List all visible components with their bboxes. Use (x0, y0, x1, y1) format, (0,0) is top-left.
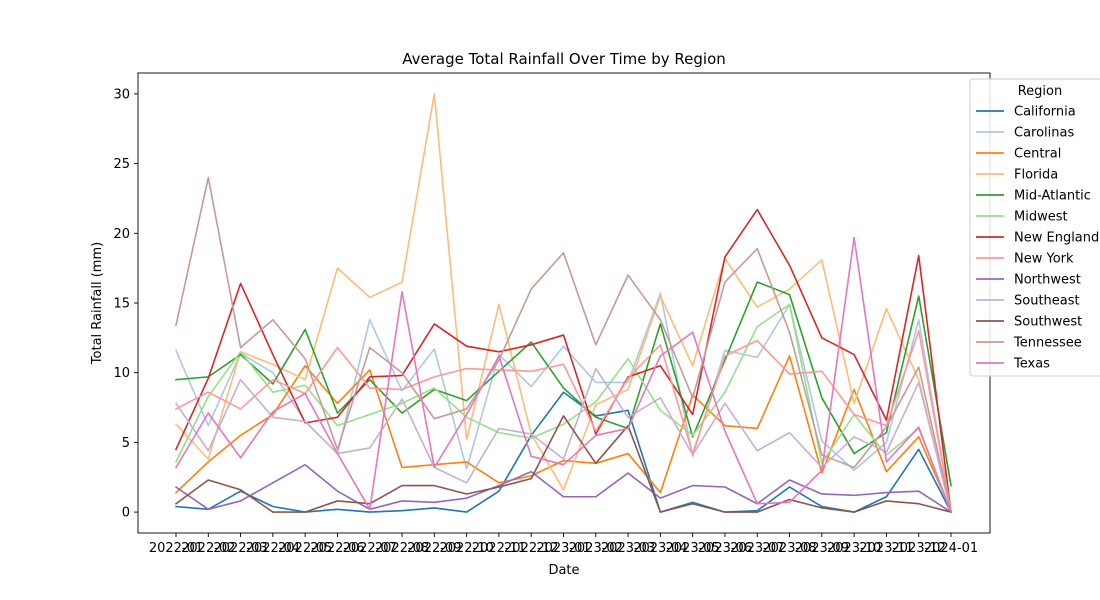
x-tick-label: 2023-06 (698, 541, 752, 556)
x-tick-label: 2022-10 (439, 541, 493, 556)
series-line-new-england (174, 208, 952, 513)
series-line-central (174, 355, 953, 512)
legend-frame (969, 78, 1100, 377)
x-tick-label: 2023-11 (859, 541, 913, 556)
legend-label: Florida (1014, 168, 1058, 183)
x-tick-label: 2023-09 (795, 541, 849, 556)
x-tick-label: 2022-09 (407, 541, 461, 556)
x-tick-label: 2023-02 (569, 541, 623, 556)
x-tick-label: 2022-08 (375, 541, 429, 556)
y-tick-label: 20 (113, 227, 130, 242)
x-tick-label: 2022-01 (149, 541, 203, 556)
x-tick-label: 2024-01 (924, 541, 978, 556)
legend-title: Region (1018, 84, 1063, 99)
series-line-mid-atlantic (175, 281, 952, 487)
legend-label: Northwest (1014, 273, 1081, 288)
x-tick-label: 2023-04 (633, 541, 687, 556)
y-tick-label: 15 (113, 297, 130, 312)
legend-label: Tennessee (1013, 336, 1082, 351)
legend-label: New York (1014, 252, 1074, 267)
x-tick-label: 2022-05 (278, 541, 332, 556)
legend-label: Central (1014, 147, 1061, 162)
x-tick-label: 2022-12 (504, 541, 558, 556)
x-tick-label: 2022-04 (246, 541, 300, 556)
legend-label: Carolinas (1014, 126, 1074, 141)
series-line-carolinas (174, 292, 952, 514)
x-tick-label: 2022-07 (343, 541, 397, 556)
x-tick-label: 2023-03 (601, 541, 655, 556)
x-tick-label: 2023-08 (762, 541, 816, 556)
x-tick-label: 2023-10 (827, 541, 881, 556)
legend-label: Southwest (1014, 315, 1082, 330)
x-tick-label: 2022-06 (310, 541, 364, 556)
series-line-tennessee (175, 176, 952, 512)
y-tick-label: 10 (113, 366, 130, 381)
x-tick-label: 2023-12 (892, 541, 946, 556)
x-axis-label: Date (548, 563, 579, 578)
legend-label: Southeast (1014, 294, 1080, 309)
legend-label: Texas (1013, 357, 1050, 372)
x-tick-label: 2022-11 (472, 541, 526, 556)
x-tick-label: 2023-01 (536, 541, 590, 556)
series-line-southwest (174, 415, 952, 514)
x-tick-label: 2023-05 (666, 541, 720, 556)
x-tick-label: 2022-02 (181, 541, 235, 556)
series-line-texas (174, 236, 953, 514)
y-tick-label: 25 (113, 157, 130, 172)
x-tick-label: 2022-03 (213, 541, 267, 556)
x-tick-label: 2023-07 (730, 541, 784, 556)
series-line-midwest (174, 303, 953, 514)
legend-label: Mid-Atlantic (1014, 189, 1091, 204)
y-tick-label: 5 (122, 436, 130, 451)
series-line-florida (174, 93, 952, 512)
legend-label: Midwest (1014, 210, 1068, 225)
series-line-northwest (174, 463, 953, 514)
legend-label: California (1014, 105, 1076, 120)
legend-label: New England (1014, 231, 1099, 246)
y-tick-label: 30 (113, 87, 130, 102)
legend: Region California Carolinas Central Florida… (969, 78, 1100, 377)
y-tick-label: 0 (122, 506, 130, 521)
chart-title: Average Total Rainfall Over Time by Regi… (402, 50, 726, 68)
y-axis-label: Total Rainfall (mm) (90, 242, 105, 365)
plot-area: 2022-012022-022022-032022-042022-052022-… (113, 72, 991, 556)
